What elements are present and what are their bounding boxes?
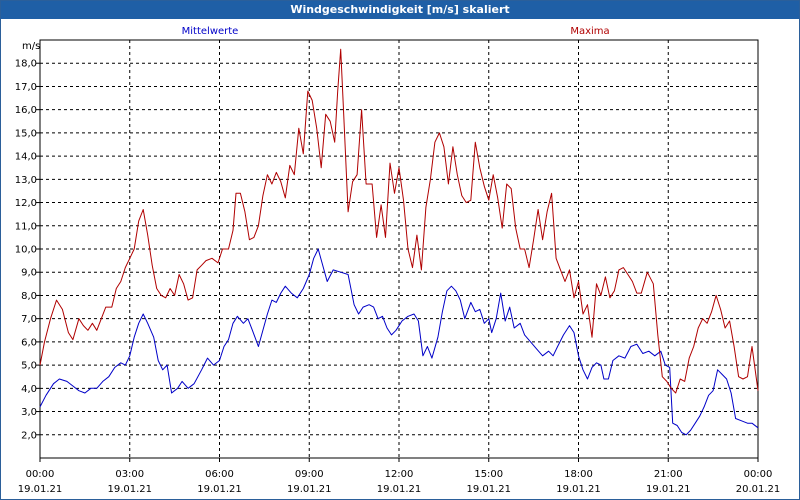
x-tick-date: 19.01.21 xyxy=(556,484,601,495)
y-tick-label: 12,0 xyxy=(15,198,37,209)
y-tick-label: 11,0 xyxy=(15,221,37,232)
y-tick-label: 5,0 xyxy=(21,361,37,372)
legend-series-1: Mittelwerte xyxy=(182,26,239,37)
y-tick-label: 10,0 xyxy=(15,245,37,256)
y-tick-labels: 2,0 3,0 4,0 5,0 6,0 7,0 8,0 9,0 10,0 11,0 12,0 13,0… xyxy=(15,59,37,442)
window-title: Windgeschwindigkeit [m/s] skaliert xyxy=(1,1,799,19)
x-tick-time: 00:00 xyxy=(744,469,773,480)
y-tick-label: 3,0 xyxy=(21,407,37,418)
y-tick-label: 6,0 xyxy=(21,337,37,348)
y-tick-label: 17,0 xyxy=(15,82,37,93)
y-tick-label: 15,0 xyxy=(15,128,37,139)
y-tick-label: 8,0 xyxy=(21,291,37,302)
x-tick-time: 18:00 xyxy=(564,469,593,480)
y-tick-label: 13,0 xyxy=(15,175,37,186)
x-tick-labels: 00:00 19.01.21 03:00 19.01.21 06:00 19.01.21 0… xyxy=(18,469,781,495)
y-tick-label: 2,0 xyxy=(21,430,37,441)
x-tick-date: 19.01.21 xyxy=(466,484,511,495)
series-line-maxima xyxy=(39,48,759,394)
x-tick-date: 19.01.21 xyxy=(377,484,422,495)
x-tick-date: 19.01.21 xyxy=(287,484,332,495)
legend-series-2: Maxima xyxy=(570,26,609,37)
x-tick-time: 09:00 xyxy=(295,469,324,480)
x-tick-date: 19.01.21 xyxy=(197,484,242,495)
y-tick-label: 4,0 xyxy=(21,384,37,395)
plot-area-frame xyxy=(39,39,759,459)
series-line-mittelwerte xyxy=(39,248,759,436)
x-tick-time: 21:00 xyxy=(654,469,683,480)
chart-grid xyxy=(36,40,759,462)
y-tick-label: 7,0 xyxy=(21,314,37,325)
y-tick-label: 16,0 xyxy=(15,105,37,116)
x-tick-date: 20.01.21 xyxy=(736,484,781,495)
x-tick-time: 06:00 xyxy=(205,469,234,480)
x-tick-time: 12:00 xyxy=(385,469,414,480)
y-axis-label: m/s xyxy=(22,41,40,52)
y-tick-label: 9,0 xyxy=(21,268,37,279)
x-tick-date: 19.01.21 xyxy=(18,484,63,495)
y-tick-label: 14,0 xyxy=(15,152,37,163)
series-lines xyxy=(39,48,759,436)
x-tick-date: 19.01.21 xyxy=(646,484,691,495)
x-tick-date: 19.01.21 xyxy=(107,484,152,495)
y-tick-label: 18,0 xyxy=(15,59,37,70)
x-tick-time: 03:00 xyxy=(115,469,144,480)
x-tick-time: 00:00 xyxy=(26,469,55,480)
x-tick-time: 15:00 xyxy=(474,469,503,480)
